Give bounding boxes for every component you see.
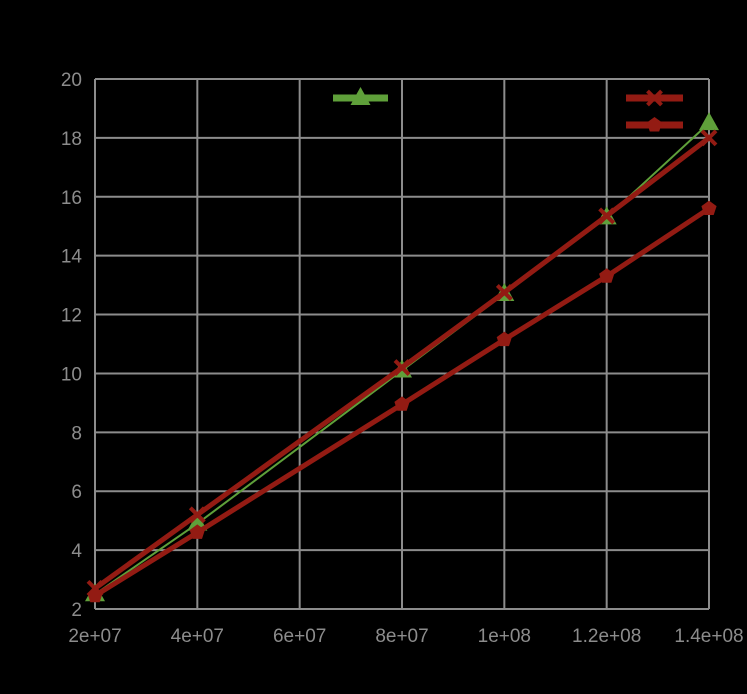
- grid-lines: [94, 78, 710, 610]
- y-tick-label: 6: [71, 482, 82, 503]
- pentagon-marker-icon: [496, 331, 512, 347]
- x-marker-icon: [646, 89, 663, 107]
- series-line: [93, 206, 711, 598]
- legend-item: [626, 117, 683, 132]
- pentagon-marker-icon: [646, 117, 663, 132]
- x-tick-label: 4e+07: [171, 626, 224, 647]
- y-tick-label: 18: [61, 129, 82, 150]
- x-tick-label: 2e+07: [68, 626, 121, 647]
- pentagon-marker-icon: [599, 268, 615, 283]
- triangle-marker-icon: [187, 512, 208, 531]
- series-x: [86, 129, 718, 597]
- x-tick-label: 6e+07: [273, 626, 326, 647]
- x-tick-label: 1.2e+08: [572, 626, 641, 647]
- x-tick-label: 1e+08: [478, 626, 531, 647]
- y-axis-ticks: 2 4 6 8 10 12 14 16 18 20: [61, 70, 83, 621]
- triangle-marker-icon: [699, 112, 719, 131]
- legend: [333, 87, 683, 132]
- data-series: [85, 112, 719, 603]
- y-tick-label: 10: [61, 364, 82, 385]
- x-marker-icon: [598, 207, 616, 225]
- pentagon-marker-icon: [189, 524, 205, 539]
- x-marker-icon: [188, 506, 206, 524]
- x-tick-label: 1.4e+08: [674, 626, 743, 647]
- legend-item: [333, 87, 388, 105]
- pentagon-marker-icon: [394, 396, 410, 411]
- x-marker-icon: [393, 359, 411, 376]
- pentagon-marker-icon: [701, 200, 717, 215]
- y-tick-label: 12: [61, 306, 82, 327]
- y-tick-label: 20: [61, 70, 82, 91]
- x-marker-icon: [700, 129, 718, 147]
- triangle-marker-icon: [350, 87, 371, 105]
- x-tick-label: 8e+07: [375, 626, 428, 647]
- series-line: [93, 135, 711, 591]
- y-tick-label: 16: [61, 188, 82, 209]
- y-tick-label: 14: [61, 247, 83, 268]
- pentagon-marker-icon: [87, 587, 103, 603]
- x-marker-icon: [495, 284, 513, 301]
- legend-item: [626, 89, 683, 107]
- x-axis-ticks: 2e+07 4e+07 6e+07 8e+07 1e+08 1.2e+08 1.4e+08: [68, 626, 743, 647]
- series-pentagon: [87, 200, 717, 603]
- y-tick-label: 4: [71, 541, 82, 562]
- y-tick-label: 8: [71, 423, 82, 444]
- y-tick-label: 2: [71, 600, 82, 621]
